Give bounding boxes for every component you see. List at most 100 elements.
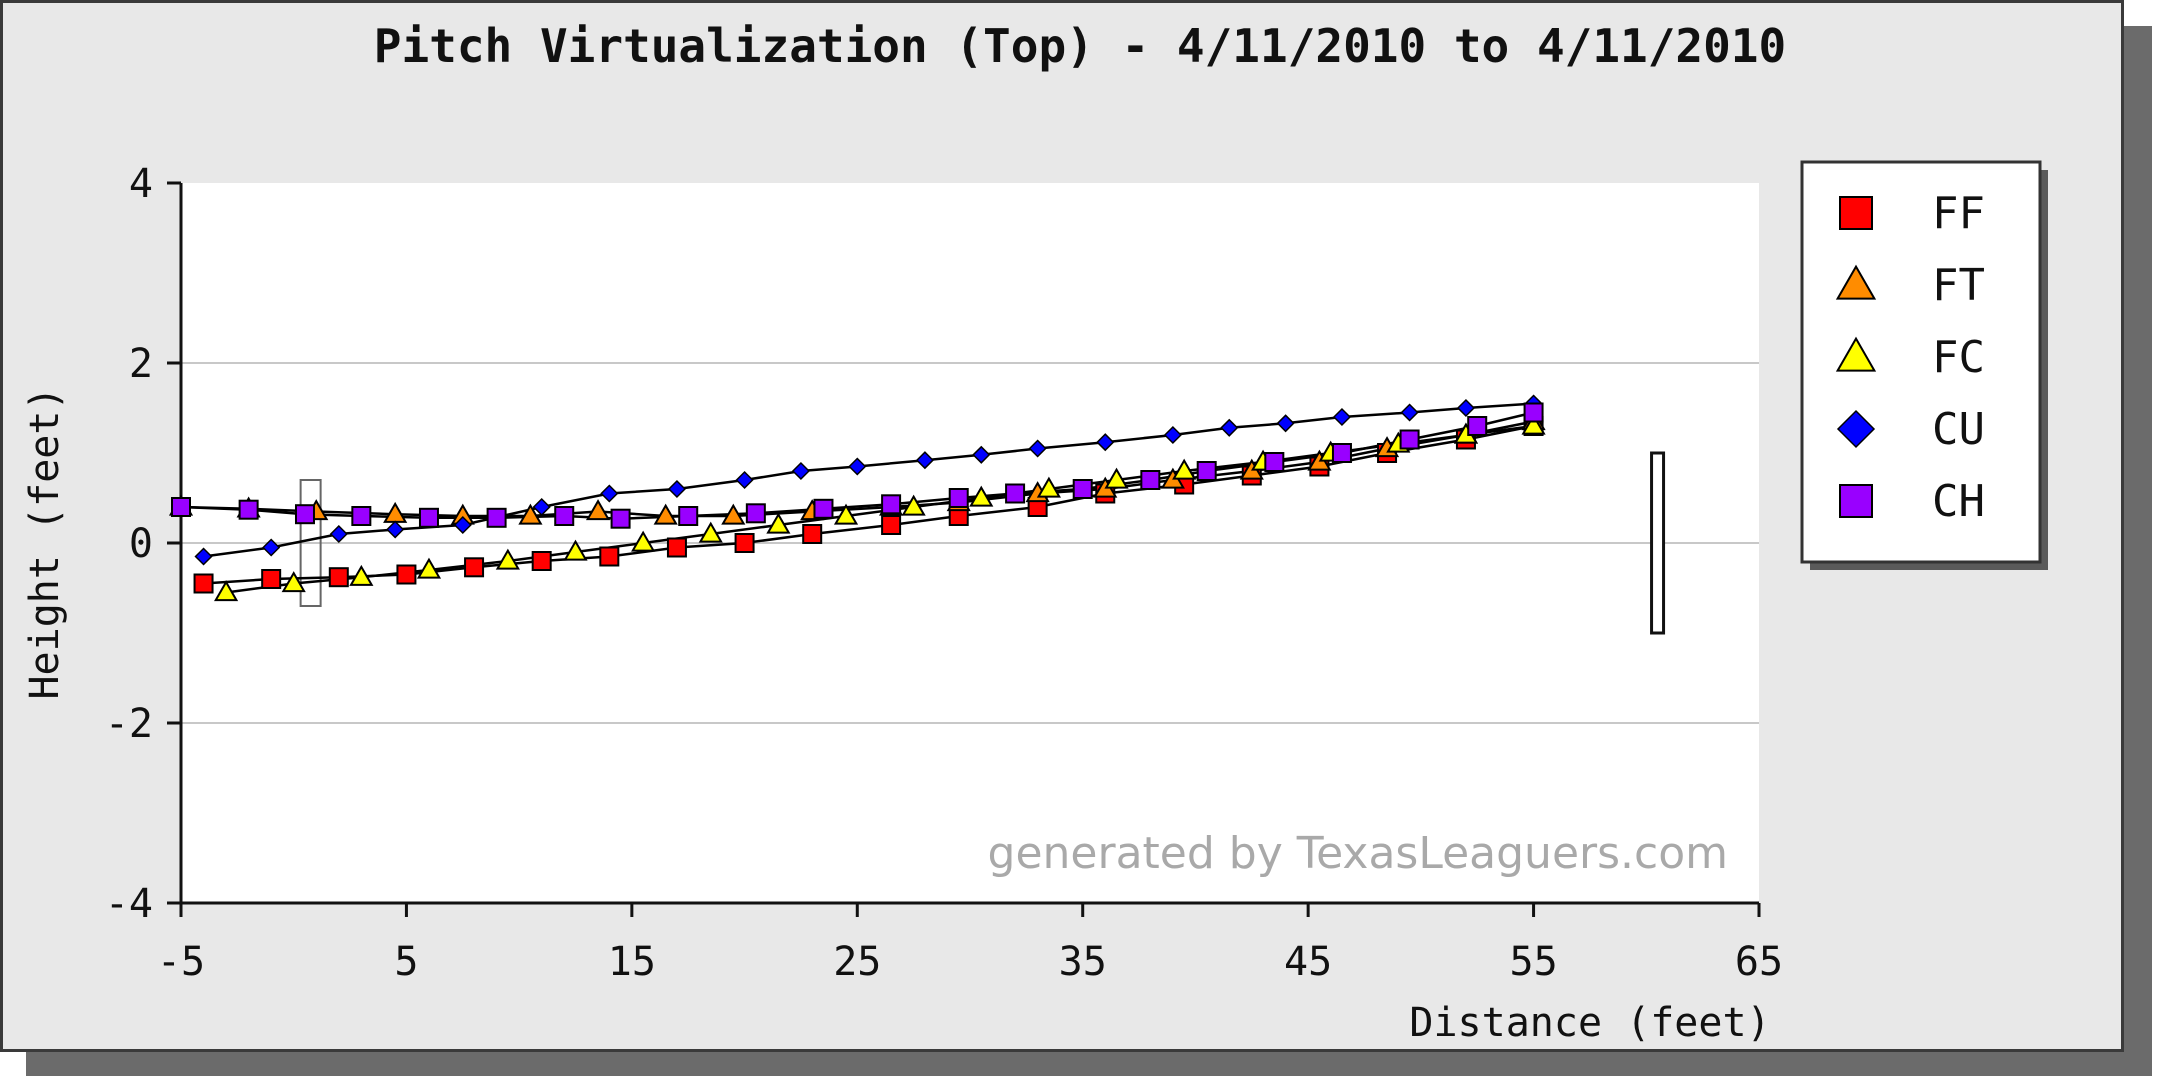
legend-label-ch: CH [1932, 476, 1985, 527]
data-point-ff [881, 515, 902, 535]
data-point-ff [734, 533, 755, 553]
data-point-fc [1521, 413, 1546, 435]
data-point-ch [238, 499, 259, 520]
series-markers [168, 394, 1546, 602]
legend-label-ff: FF [1932, 188, 1985, 239]
data-point-ch [171, 497, 191, 517]
data-point-fc [901, 494, 926, 516]
data-point-cu [1276, 414, 1295, 433]
data-point-fc [416, 557, 442, 579]
data-point-fc [1036, 476, 1061, 498]
legend-marker-ft [1835, 264, 1877, 300]
data-point-fc [495, 548, 520, 570]
data-point-ff [328, 567, 349, 588]
data-point-cu [915, 451, 934, 470]
data-point-ch [418, 507, 439, 528]
data-point-cu [453, 515, 472, 535]
data-point-ch [745, 503, 766, 524]
x-tick-label: 5 [394, 939, 418, 985]
y-axis-ticks: -4 -2 0 2 4 [105, 161, 181, 927]
data-point-ch [1005, 483, 1026, 504]
data-point-cu [1028, 439, 1047, 458]
data-point-fc [833, 503, 859, 525]
y-tick-label: 0 [129, 521, 153, 567]
data-point-ch [678, 506, 699, 526]
data-point-cu [1456, 398, 1476, 418]
x-tick-label: 15 [608, 939, 656, 985]
data-point-fc [698, 521, 723, 543]
data-point-ff [261, 569, 282, 589]
x-tick-label: 55 [1509, 939, 1557, 985]
y-tick-label: 2 [129, 341, 153, 387]
legend-marker-fc [1835, 336, 1877, 372]
legend: FF FT FC CU CH [1800, 160, 2048, 570]
legend-label-fc: FC [1932, 332, 1985, 383]
data-point-fc [349, 564, 374, 586]
data-point-fc [766, 512, 791, 534]
data-point-ch [1264, 452, 1285, 472]
data-point-ch [610, 508, 631, 529]
data-point-ff [802, 524, 823, 544]
data-point-ff [531, 551, 552, 571]
x-tick-label: 25 [833, 939, 881, 985]
data-point-ch [554, 506, 575, 526]
reference-boxes [299, 451, 1666, 635]
data-point-ch [1467, 416, 1488, 436]
data-point-ch [813, 498, 834, 519]
data-point-ff [396, 564, 417, 585]
series-line-ft [180, 420, 1534, 518]
y-tick-label: -2 [105, 701, 153, 747]
data-point-ch [486, 507, 507, 528]
data-point-ch [1331, 443, 1352, 463]
data-point-cu [532, 497, 551, 517]
data-point-cu [848, 457, 867, 476]
data-point-cu [791, 461, 810, 481]
data-point-cu [386, 520, 405, 539]
data-point-ch [1523, 402, 1544, 423]
data-point-ch [1196, 461, 1217, 481]
data-point-ch [1399, 429, 1420, 450]
data-point-cu [329, 524, 348, 544]
data-point-cu [1332, 407, 1352, 427]
x-axis-ticks: -5 5 15 25 35 45 55 65 [157, 903, 1783, 985]
y-tick-label: -4 [105, 881, 153, 927]
data-point-fc [969, 485, 994, 507]
legend-label-ft: FT [1932, 260, 1985, 311]
data-point-fc [1104, 467, 1129, 489]
data-point-cu [194, 547, 213, 566]
data-point-cu [667, 479, 687, 499]
x-tick-label: -5 [157, 939, 205, 985]
data-point-ff [666, 537, 687, 558]
data-point-ch [1072, 479, 1093, 499]
data-point-ft [518, 503, 543, 525]
data-point-ft [585, 499, 611, 521]
legend-marker-cu [1836, 409, 1876, 449]
data-point-ch [881, 494, 902, 515]
data-point-ch [1140, 470, 1161, 490]
data-point-ch [948, 488, 969, 508]
data-point-cu [1400, 403, 1419, 422]
data-point-fc [281, 571, 306, 593]
data-point-cu [262, 538, 281, 557]
data-point-ft [653, 503, 678, 525]
watermark: generated by TexasLeaguers.com [988, 828, 1728, 879]
data-point-fc [1172, 458, 1197, 480]
data-point-cu [735, 470, 754, 490]
grid-lines [181, 362, 1759, 724]
data-point-cu [1096, 433, 1115, 452]
x-tick-label: 65 [1735, 939, 1783, 985]
data-point-cu [972, 445, 991, 464]
legend-marker-ff [1839, 196, 1873, 230]
strike-zone-box [1650, 451, 1666, 635]
data-point-fc [563, 539, 588, 561]
chart-title: Pitch Virtualization (Top) - 4/11/2010 t… [374, 19, 1786, 73]
data-point-cu [1220, 418, 1239, 437]
data-point-fc [631, 530, 656, 552]
data-point-ft [721, 503, 746, 525]
data-point-ch [351, 506, 372, 526]
x-axis-label: Distance (feet) [1409, 1000, 1770, 1046]
data-point-ff [464, 557, 485, 578]
release-point-box [299, 479, 322, 607]
data-point-fc [214, 580, 239, 602]
